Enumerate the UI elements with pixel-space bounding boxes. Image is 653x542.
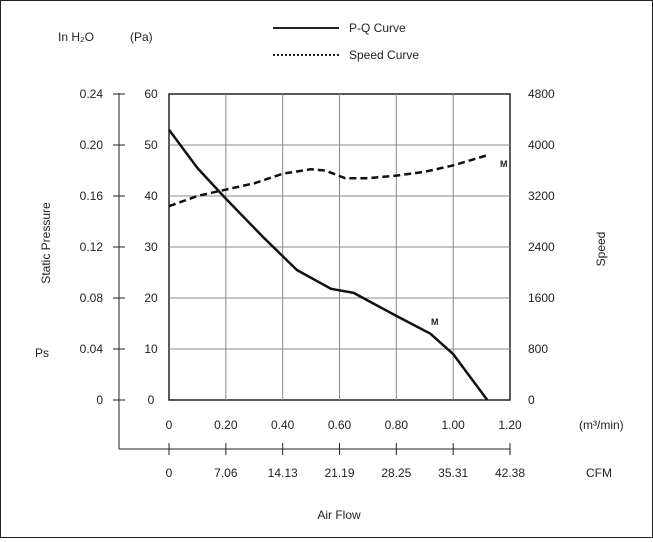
x-tick-label-cfm: 0 <box>166 466 173 480</box>
x-tick-label-m3: 0 <box>166 418 173 432</box>
x-tick-label-m3: 0.60 <box>328 418 352 432</box>
pq-curve <box>167 128 489 401</box>
y-tick-label-pa: 50 <box>144 138 158 152</box>
y-tick-label-inh2o: 0.20 <box>80 138 104 152</box>
y-tick-label-speed: 2400 <box>528 240 555 254</box>
x-tick-label-cfm: 7.06 <box>214 466 238 480</box>
unit-cfm: CFM <box>586 466 612 480</box>
y-tick-label-inh2o: 0.16 <box>80 189 104 203</box>
y-tick-label-pa: 40 <box>144 189 158 203</box>
grid <box>169 94 510 400</box>
legend-speed-label: Speed Curve <box>349 48 419 62</box>
x-tick-label-cfm: 35.31 <box>438 466 468 480</box>
y-axis-title-left: Static Pressure <box>39 202 53 284</box>
y-tick-label-speed: 800 <box>528 342 548 356</box>
x-tick-label-cfm: 14.13 <box>268 466 298 480</box>
y-tick-label-speed: 4000 <box>528 138 555 152</box>
unit-inh2o: In H₂O <box>58 30 94 44</box>
y-tick-label-inh2o: 0.24 <box>80 87 104 101</box>
y-tick-label-inh2o: 0.04 <box>80 342 104 356</box>
y-tick-label-pa: 30 <box>144 240 158 254</box>
unit-pa: (Pa) <box>130 30 153 44</box>
speed-marker-label: M <box>500 159 508 169</box>
y-axis-title-right: Speed <box>594 232 608 267</box>
x-tick-label-cfm: 42.38 <box>495 466 525 480</box>
x-tick-label-m3: 0.20 <box>214 418 238 432</box>
unit-m3: (m³/min) <box>579 418 624 432</box>
pq-marker-label: M <box>431 317 439 327</box>
y-tick-label-inh2o: 0.12 <box>80 240 104 254</box>
x-tick-label-m3: 1.00 <box>441 418 465 432</box>
y-tick-label-pa: 0 <box>148 393 155 407</box>
legend-pq-label: P-Q Curve <box>349 21 406 35</box>
speed-curve <box>168 154 488 208</box>
x-tick-label-m3: 0.40 <box>271 418 295 432</box>
y-tick-label-inh2o: 0.08 <box>80 291 104 305</box>
y-tick-label-speed: 1600 <box>528 291 555 305</box>
y-tick-label-speed: 0 <box>528 393 535 407</box>
series-group <box>167 128 489 401</box>
x-tick-label-m3: 0.80 <box>385 418 409 432</box>
y-tick-label-speed: 4800 <box>528 87 555 101</box>
y-tick-label-pa: 10 <box>144 342 158 356</box>
ps-label: Ps <box>35 346 49 360</box>
x-tick-label-cfm: 28.25 <box>381 466 411 480</box>
x-tick-label-cfm: 21.19 <box>324 466 354 480</box>
y-tick-label-pa: 20 <box>144 291 158 305</box>
ticks <box>113 93 511 455</box>
x-tick-label-m3: 1.20 <box>498 418 522 432</box>
y-tick-label-inh2o: 0 <box>96 393 103 407</box>
x-axis-title: Air Flow <box>317 508 361 522</box>
y-tick-label-pa: 60 <box>144 87 158 101</box>
y-tick-label-speed: 3200 <box>528 189 555 203</box>
